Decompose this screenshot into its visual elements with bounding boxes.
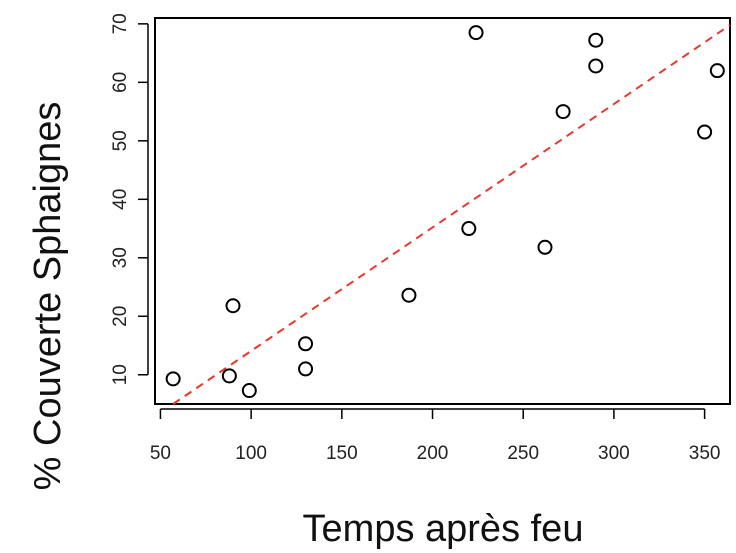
x-tick-label: 300 bbox=[598, 443, 630, 464]
data-point bbox=[537, 239, 553, 255]
x-tick-label: 150 bbox=[326, 443, 358, 464]
y-tick-label: 40 bbox=[110, 189, 131, 210]
y-tick-label: 20 bbox=[110, 306, 131, 327]
data-point bbox=[165, 371, 181, 387]
data-point bbox=[588, 58, 604, 74]
x-tick-label: 200 bbox=[417, 443, 449, 464]
y-tick-label: 70 bbox=[110, 13, 131, 34]
y-axis: 10 20 30 40 50 60 70 bbox=[110, 13, 149, 385]
data-point bbox=[555, 104, 571, 120]
data-point bbox=[241, 383, 257, 399]
plot-frame bbox=[154, 17, 731, 405]
x-tick-label: 50 bbox=[150, 443, 171, 464]
x-tick-label: 350 bbox=[689, 443, 721, 464]
fit-line-layer bbox=[172, 24, 731, 405]
data-point bbox=[709, 63, 725, 79]
data-point bbox=[461, 221, 477, 237]
data-point bbox=[298, 336, 314, 352]
x-tick-label: 100 bbox=[235, 443, 267, 464]
data-point bbox=[697, 124, 713, 140]
data-point bbox=[468, 25, 484, 41]
fit-line bbox=[172, 24, 731, 405]
data-point bbox=[588, 32, 604, 48]
data-point bbox=[221, 368, 237, 384]
x-axis-title: Temps après feu bbox=[303, 508, 584, 550]
x-tick-label: 250 bbox=[507, 443, 539, 464]
y-tick-label: 10 bbox=[110, 364, 131, 385]
x-axis: 50 100 150 200 250 300 350 bbox=[150, 408, 721, 464]
y-tick-label: 50 bbox=[110, 130, 131, 151]
data-point bbox=[401, 287, 417, 303]
y-tick-label: 30 bbox=[110, 247, 131, 268]
data-point bbox=[298, 361, 314, 377]
y-axis-title: % Couverte Sphaignes bbox=[27, 102, 69, 491]
y-tick-label: 60 bbox=[110, 72, 131, 93]
data-point bbox=[225, 298, 241, 314]
points-layer bbox=[165, 25, 725, 399]
